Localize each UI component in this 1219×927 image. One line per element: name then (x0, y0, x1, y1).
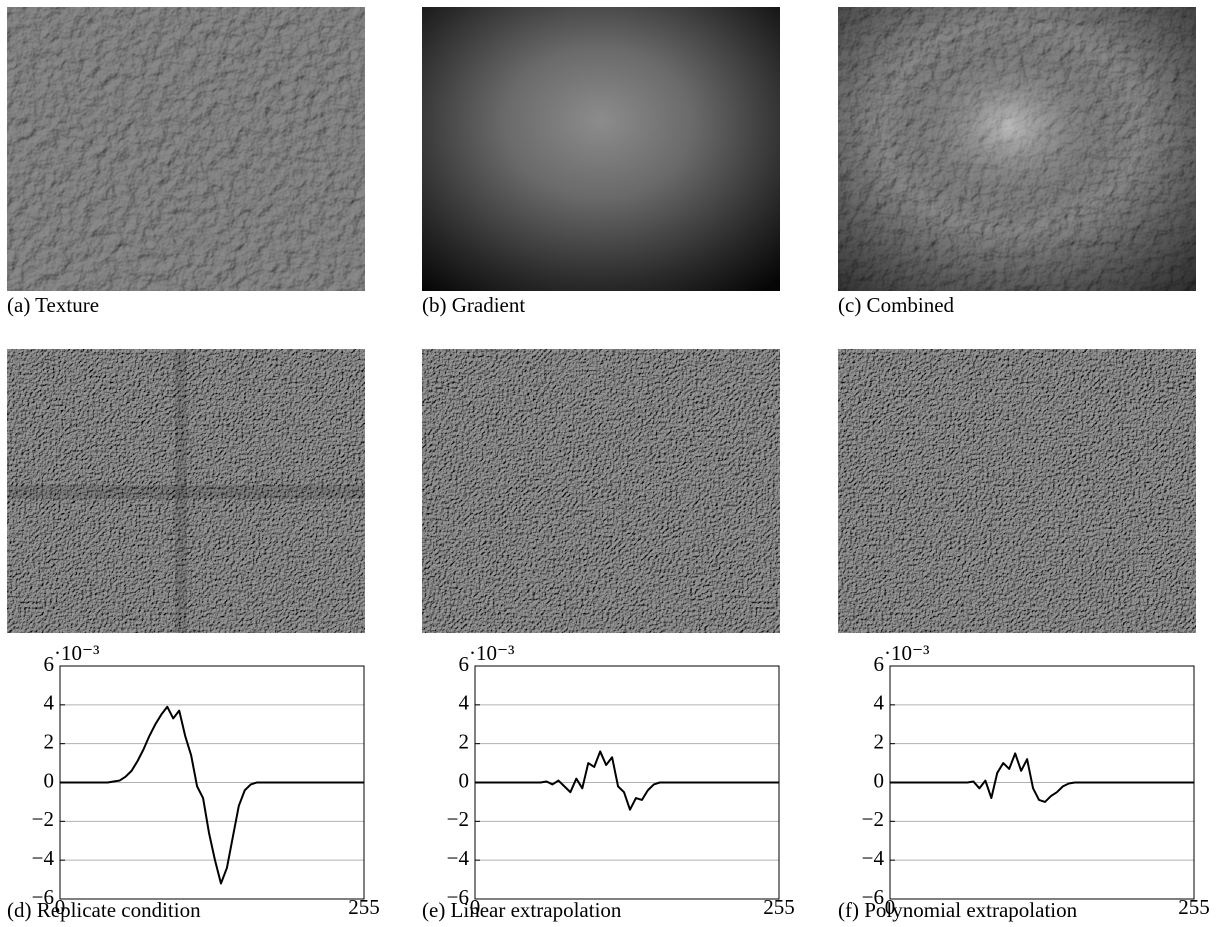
caption: (c) Combined (838, 293, 955, 317)
data-line (60, 705, 364, 885)
caption: (b) Gradient (422, 293, 525, 317)
y-tick-label: 6 (874, 652, 885, 676)
axis-multiplier: ·10⁻³ (54, 641, 99, 665)
y-tick-label: −2 (32, 807, 54, 831)
image-texture (7, 7, 365, 291)
y-tick-label: −6 (862, 885, 884, 909)
y-tick-label: 0 (459, 768, 470, 792)
image-polynomial (838, 349, 1196, 633)
image-replicate (7, 349, 365, 633)
caption: (a) Texture (7, 293, 99, 317)
image-gradient (422, 7, 780, 291)
y-tick-label: −6 (447, 885, 469, 909)
y-tick-label: 2 (459, 729, 470, 753)
data-line (890, 752, 1194, 803)
y-tick-label: 0 (44, 768, 55, 792)
image-linear (422, 349, 780, 633)
y-tick-label: 4 (459, 691, 470, 715)
y-tick-label: −4 (447, 846, 470, 870)
y-tick-label: −6 (32, 885, 54, 909)
y-tick-label: −2 (447, 807, 469, 831)
axis-multiplier: ·10⁻³ (884, 641, 929, 665)
y-tick-label: 0 (874, 768, 885, 792)
image-combined (838, 7, 1196, 291)
caption: (e) Linear extrapolation (422, 898, 622, 922)
y-tick-label: −4 (32, 846, 55, 870)
y-tick-label: −2 (862, 807, 884, 831)
axis-multiplier: ·10⁻³ (469, 641, 514, 665)
y-tick-label: 4 (44, 691, 55, 715)
caption: (f) Polynomial extrapolation (838, 898, 1078, 922)
data-line (475, 750, 779, 811)
y-tick-label: −4 (862, 846, 885, 870)
y-tick-label: 2 (874, 729, 885, 753)
y-tick-label: 2 (44, 729, 55, 753)
y-tick-label: 6 (459, 652, 470, 676)
x-tick-label: 0 (55, 895, 66, 919)
y-tick-label: 4 (874, 691, 885, 715)
y-tick-label: 6 (44, 652, 55, 676)
caption: (d) Replicate condition (7, 898, 201, 922)
x-tick-label: 0 (470, 895, 481, 919)
x-tick-label: 0 (885, 895, 896, 919)
